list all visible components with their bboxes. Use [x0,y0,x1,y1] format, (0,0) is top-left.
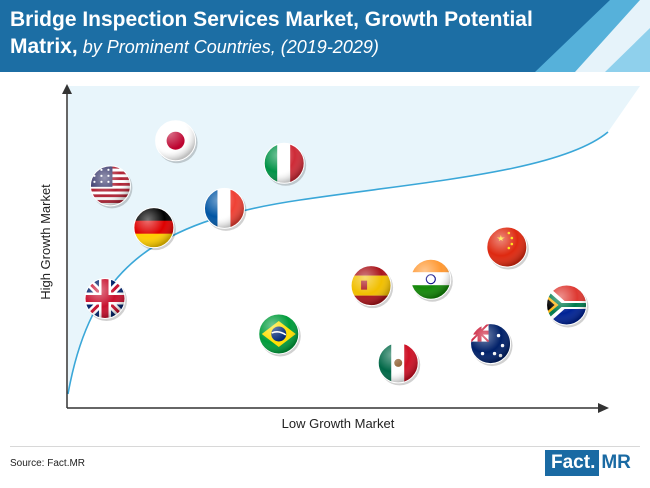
x-axis-arrow [598,403,609,413]
flag-australia [470,323,513,367]
flag-mexico [377,342,421,386]
growth-area [68,86,640,394]
flag-south-africa [546,284,589,328]
flag-germany [133,207,176,251]
flag-india [410,258,453,302]
logo-fact: Fact. [545,450,600,476]
flag-brazil [258,313,301,357]
y-axis-arrow [62,84,72,94]
source-note: Source: Fact.MR [10,458,86,469]
flag-spain [350,265,394,309]
x-axis-label: Low Growth Market [282,416,395,431]
footer-divider [10,446,640,447]
header-banner: Bridge Inspection Services Market, Growt… [0,0,650,72]
flag-italy [263,142,307,186]
country-flags [84,120,589,386]
flag-usa [89,165,133,209]
growth-matrix-chart: Low Growth Market High Growth Market [38,84,640,431]
factmr-logo: Fact. MR [545,450,645,476]
flag-china [486,226,529,270]
header-background [0,0,650,72]
logo-mr: MR [601,452,631,473]
page-title: Bridge Inspection Services Market, Growt… [10,8,533,58]
flag-japan [155,120,198,164]
y-axis-label: High Growth Market [38,184,53,300]
flag-uk [84,278,128,322]
flag-france [203,187,247,231]
